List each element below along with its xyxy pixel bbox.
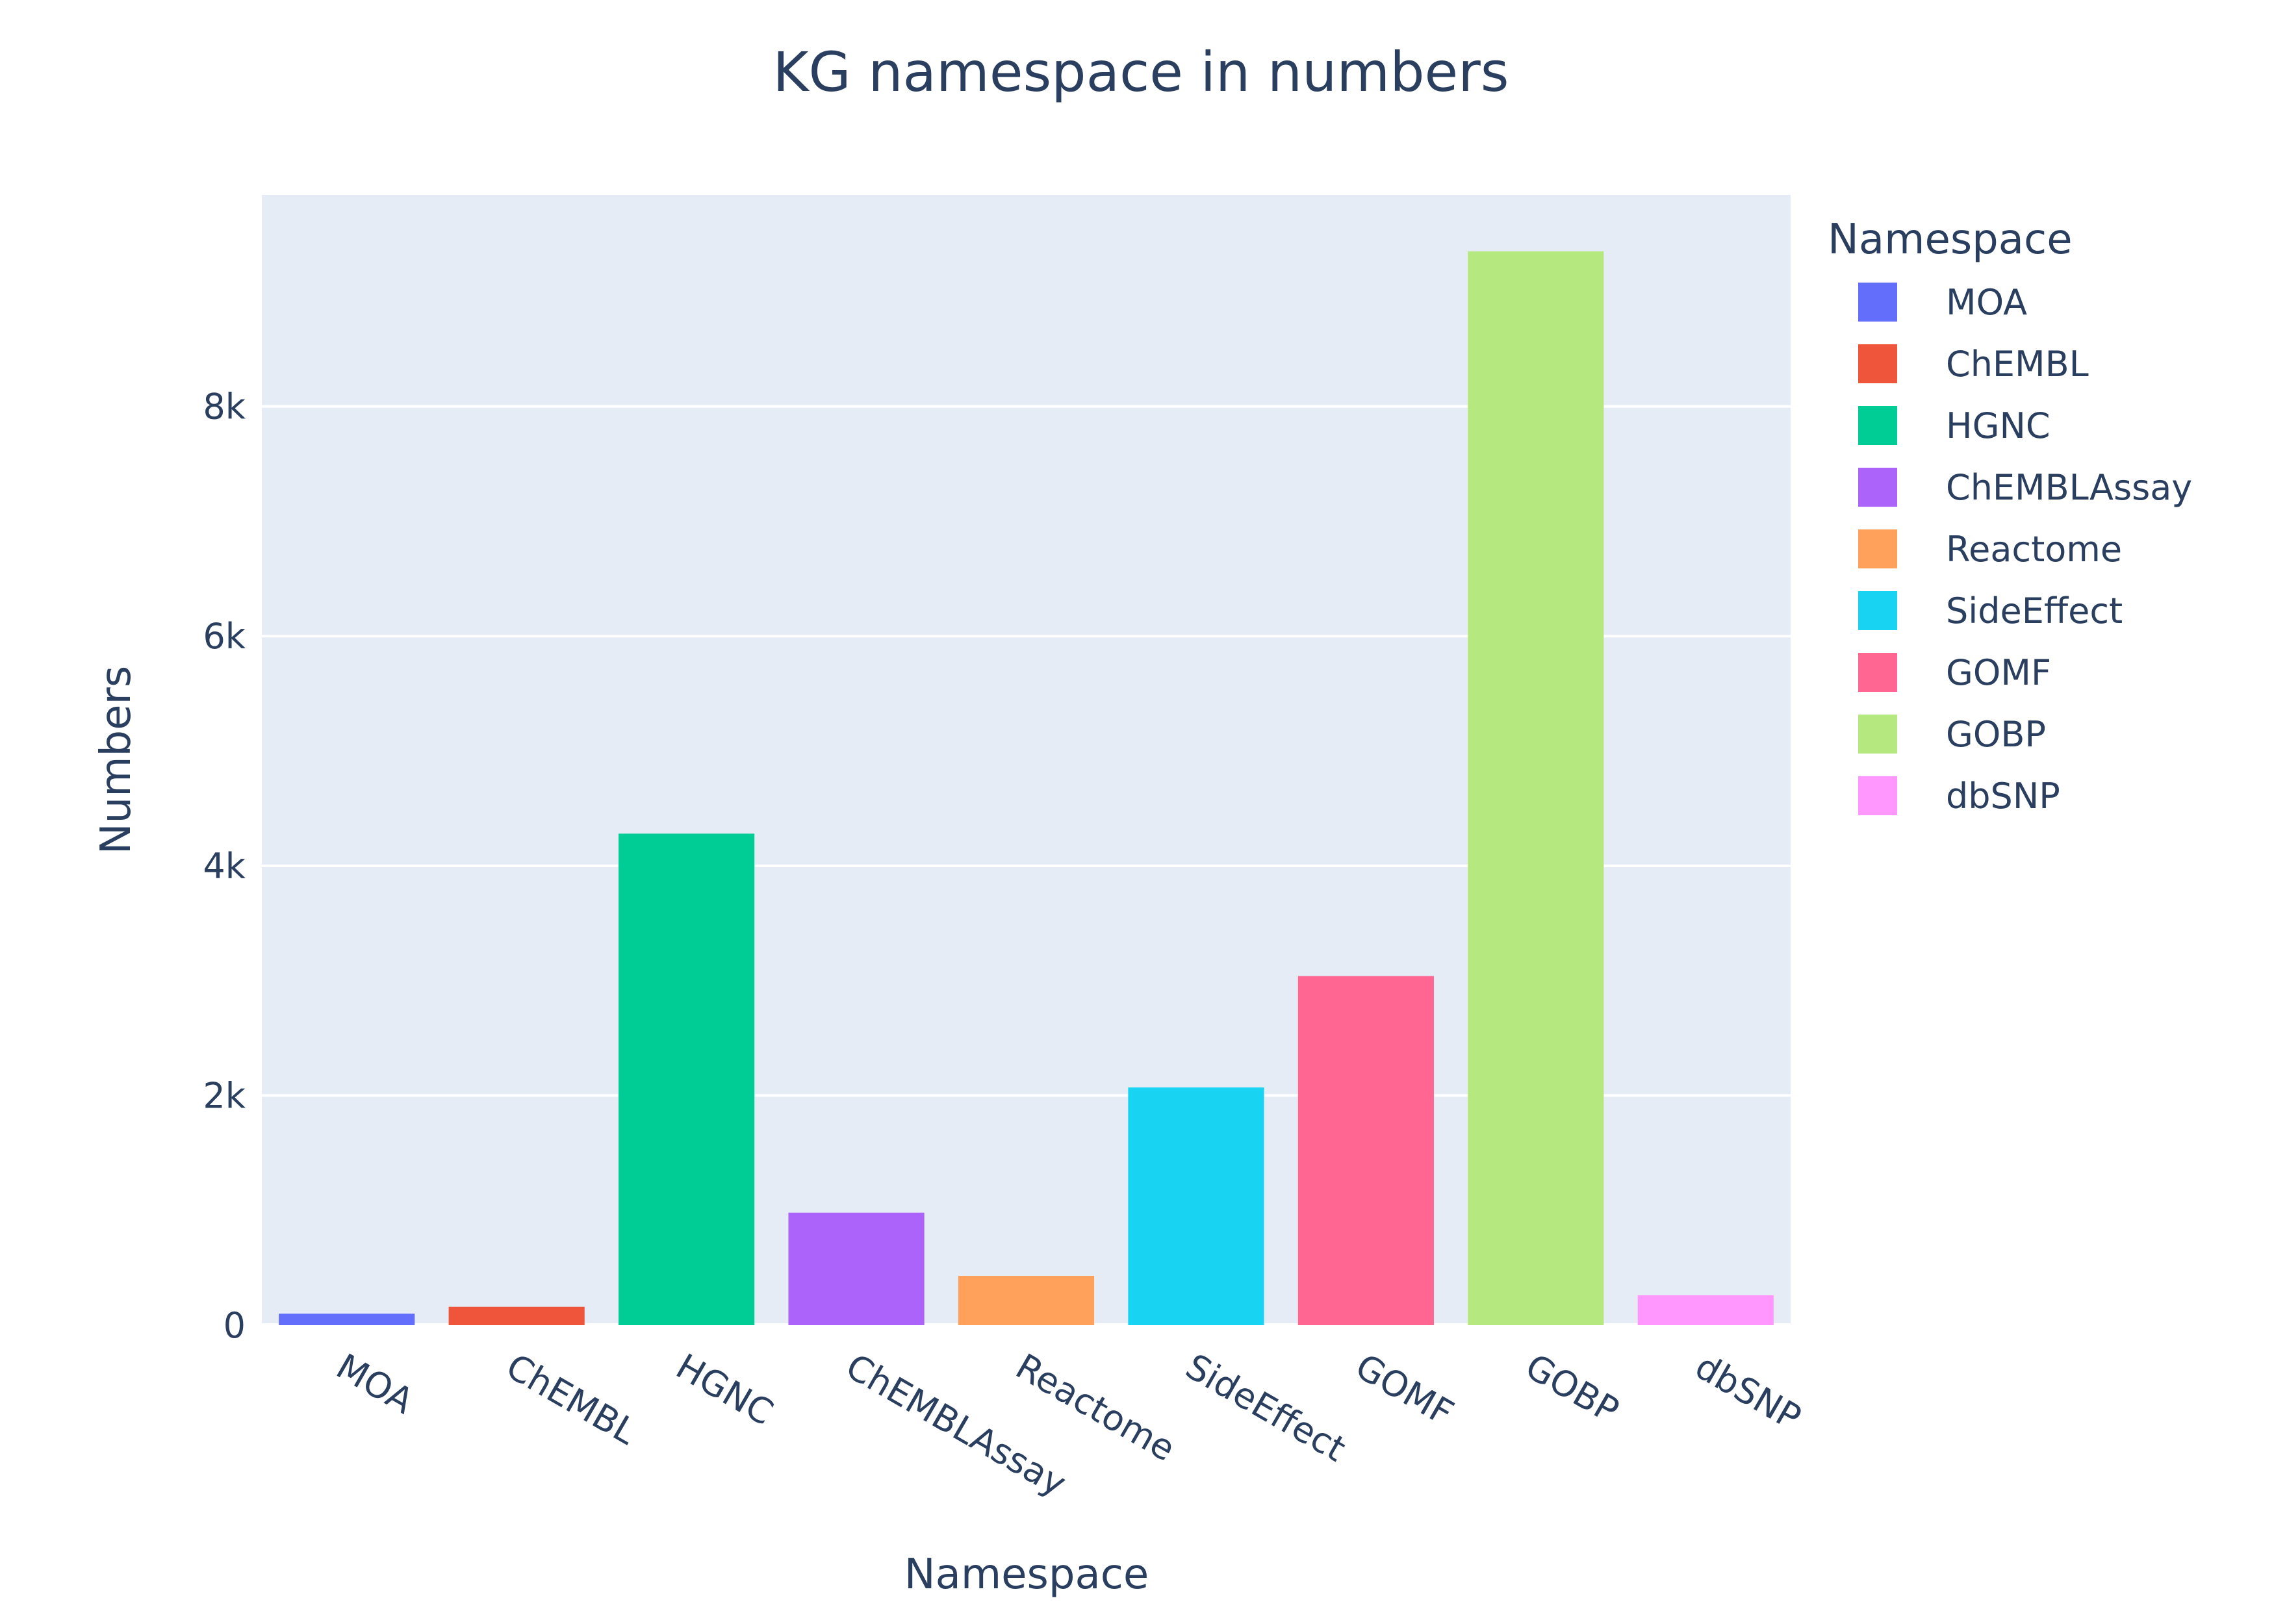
legend-label: HGNC xyxy=(1946,405,2050,446)
legend-swatch xyxy=(1858,591,1897,630)
bar-gobp[interactable] xyxy=(1468,251,1604,1326)
y-tick-label: 0 xyxy=(224,1305,246,1346)
legend-swatch xyxy=(1858,344,1897,383)
legend-item-sideeffect[interactable]: SideEffect xyxy=(1858,590,2123,631)
bars xyxy=(279,251,1774,1326)
legend-label: GOMF xyxy=(1946,652,2051,693)
y-tick-label: 2k xyxy=(203,1075,246,1116)
bar-dbsnp[interactable] xyxy=(1637,1295,1774,1325)
legend-swatch xyxy=(1858,529,1897,568)
legend-item-gomf[interactable]: GOMF xyxy=(1858,652,2051,693)
legend-label: ChEMBL xyxy=(1946,344,2089,385)
legend-item-moa[interactable]: MOA xyxy=(1858,282,2027,323)
legend-label: ChEMBLAssay xyxy=(1946,467,2192,508)
legend-swatch xyxy=(1858,468,1897,507)
y-tick-label: 8k xyxy=(203,387,246,427)
chart-title: KG namespace in numbers xyxy=(773,40,1509,104)
legend-title: Namespace xyxy=(1828,216,2073,264)
legend-label: SideEffect xyxy=(1946,590,2123,631)
legend-label: MOA xyxy=(1946,282,2027,323)
legend-swatch xyxy=(1858,715,1897,754)
y-axis-title: Numbers xyxy=(92,666,140,854)
legend-item-chembl[interactable]: ChEMBL xyxy=(1858,344,2089,385)
bar-moa[interactable] xyxy=(279,1313,415,1325)
legend-item-gobp[interactable]: GOBP xyxy=(1858,714,2046,755)
legend-swatch xyxy=(1858,776,1897,815)
legend-item-chemblassay[interactable]: ChEMBLAssay xyxy=(1858,467,2192,508)
y-axis-ticks: 0 2k 4k 6k 8k xyxy=(203,387,246,1346)
y-tick-label: 6k xyxy=(203,616,246,657)
legend-swatch xyxy=(1858,283,1897,322)
legend-item-reactome[interactable]: Reactome xyxy=(1858,529,2122,570)
legend: MOA ChEMBL HGNC ChEMBLAssay Reactome SideEffe… xyxy=(1858,282,2192,817)
bar-hgnc[interactable] xyxy=(619,833,755,1325)
legend-item-hgnc[interactable]: HGNC xyxy=(1858,405,2050,446)
bar-reactome[interactable] xyxy=(958,1275,1095,1325)
bar-sideeffect[interactable] xyxy=(1128,1087,1264,1325)
y-tick-label: 4k xyxy=(203,846,246,887)
legend-item-dbsnp[interactable]: dbSNP xyxy=(1858,776,2060,817)
bar-gomf[interactable] xyxy=(1297,976,1434,1325)
x-axis-title: Namespace xyxy=(904,1551,1149,1599)
legend-label: Reactome xyxy=(1946,529,2122,570)
legend-label: GOBP xyxy=(1946,714,2046,755)
legend-swatch xyxy=(1858,406,1897,445)
legend-swatch xyxy=(1858,653,1897,692)
bar-chemblassay[interactable] xyxy=(788,1212,925,1325)
legend-label: dbSNP xyxy=(1946,776,2060,817)
bar-chembl[interactable] xyxy=(448,1306,585,1325)
